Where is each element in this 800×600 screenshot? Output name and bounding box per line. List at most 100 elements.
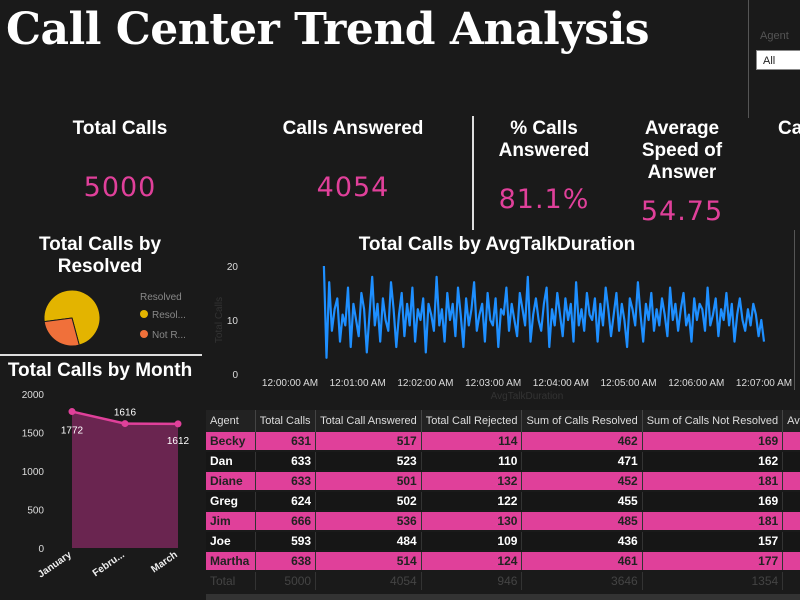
area-point-february[interactable] (121, 420, 129, 428)
kpi-avg-speed-label-line3: Answer (647, 162, 717, 183)
col-header-sum-calls-resolved[interactable]: Sum of Calls Resolved (521, 410, 643, 432)
pie-legend-dot-not-resolved (140, 330, 148, 338)
cell-not-resolved: 157 (642, 531, 784, 552)
cell-agent: Joe (206, 531, 256, 552)
cell-total: 633 (255, 451, 317, 472)
kpi-calls-answered-value: 4054 (316, 172, 390, 203)
area-ytick-label: 500 (27, 506, 44, 517)
cell-not-resolved: 169 (642, 432, 784, 452)
area-data-label: 1612 (167, 436, 190, 447)
table-row[interactable]: Jim 666 536 130 485 181 (206, 511, 800, 532)
kpi-cut-label: Ca (778, 118, 800, 139)
line-ytick-label: 0 (232, 370, 238, 381)
cell-answered: 502 (315, 491, 422, 512)
line-xtick-label: 12:03:00 AM (465, 378, 521, 389)
cell-total-label: Total (206, 571, 256, 592)
cell-rejected: 114 (421, 432, 523, 452)
table-row[interactable]: Joe 593 484 109 436 157 (206, 531, 800, 552)
cell-agent: Becky (206, 432, 256, 452)
area-point-january[interactable] (68, 408, 76, 416)
pie-chart: Resolved Resol... Not R... (43, 289, 186, 347)
cell-not-resolved: 181 (642, 511, 784, 532)
cell-total: 638 (255, 551, 317, 572)
cell-total-total: 5000 (255, 571, 317, 592)
cell-total: 633 (255, 471, 317, 492)
line-ytick-label: 20 (227, 262, 239, 273)
cell-total: 624 (255, 491, 317, 512)
table-total-row: Total 5000 4054 946 3646 1354 (206, 571, 800, 592)
col-header-average[interactable]: Av (782, 410, 800, 432)
col-header-total-call-answered[interactable]: Total Call Answered (315, 410, 422, 432)
area-ytick-label: 1000 (22, 467, 45, 478)
table-header-row: Agent Total Calls Total Call Answered To… (206, 410, 800, 432)
kpi-total-calls-value: 5000 (83, 172, 157, 203)
table-row[interactable]: Becky 631 517 114 462 169 (206, 432, 800, 452)
area-ytick-label: 0 (38, 544, 44, 555)
pie-legend-title: Resolved (140, 292, 182, 303)
kpi-divider (472, 116, 474, 230)
table-scrollbar[interactable] (206, 594, 800, 600)
col-header-total-call-rejected[interactable]: Total Call Rejected (421, 410, 523, 432)
cell-extra (782, 432, 800, 452)
line-series-total-calls[interactable] (322, 265, 766, 359)
pie-chart-title-line1: Total Calls by (38, 234, 162, 255)
kpi-avg-speed-label: Average Speed of Answer (622, 118, 742, 184)
kpi-avg-speed-label-line2: Speed of (641, 140, 723, 161)
kpi-avg-speed-value: 54.75 (640, 196, 724, 227)
right-divider (794, 230, 795, 390)
line-xtick-label: 12:01:00 AM (330, 378, 386, 389)
pie-legend-dot-resolved (140, 310, 148, 318)
area-point-march[interactable] (174, 420, 182, 428)
area-ytick-label: 2000 (22, 390, 45, 401)
cell-rejected: 132 (421, 471, 523, 492)
kpi-total-calls-label: Total Calls (72, 118, 168, 139)
cell-total: 666 (255, 511, 317, 532)
col-header-sum-calls-not-resolved[interactable]: Sum of Calls Not Resolved (642, 410, 784, 432)
area-data-label: 1616 (114, 408, 137, 419)
cell-rejected: 122 (421, 491, 523, 512)
cell-rejected: 110 (421, 451, 523, 472)
cell-answered: 523 (315, 451, 422, 472)
cell-not-resolved: 181 (642, 471, 784, 492)
cell-rejected: 130 (421, 511, 523, 532)
cell-rejected: 109 (421, 531, 523, 552)
cell-not-resolved: 177 (642, 551, 784, 572)
cell-agent: Dan (206, 451, 256, 472)
kpi-avg-speed-label-line1: Average (644, 118, 720, 139)
area-xtick-label: Febru... (91, 549, 127, 579)
pie-legend-resolved: Resol... (152, 310, 186, 321)
kpi-pct-answered-value: 81.1% (498, 184, 590, 215)
cell-answered: 501 (315, 471, 422, 492)
col-header-agent[interactable]: Agent (206, 410, 256, 432)
cell-resolved: 471 (521, 451, 643, 472)
line-chart: 20 10 0 Total Calls 12:00:00 AM 12:01:00 AM 12… (214, 262, 792, 402)
line-ylabel: Total Calls (214, 297, 225, 343)
cell-not-resolved: 162 (642, 451, 784, 472)
cell-resolved: 452 (521, 471, 643, 492)
cell-extra (782, 571, 800, 592)
line-xtick-label: 12:00:00 AM (262, 378, 318, 389)
cell-total: 631 (255, 432, 317, 452)
cell-answered: 536 (315, 511, 422, 532)
agent-filter-select[interactable]: All (756, 50, 800, 70)
cell-agent: Greg (206, 491, 256, 512)
table-row[interactable]: Dan 633 523 110 471 162 (206, 451, 800, 472)
table-row[interactable]: Diane 633 501 132 452 181 (206, 471, 800, 492)
table-row[interactable]: Martha 638 514 124 461 177 (206, 551, 800, 572)
cell-extra (782, 491, 800, 512)
cell-not-resolved: 169 (642, 491, 784, 512)
cell-rejected: 124 (421, 551, 523, 572)
table-row[interactable]: Greg 624 502 122 455 169 (206, 491, 800, 512)
cell-total-resolved: 3646 (521, 571, 643, 592)
area-chart-title: Total Calls by Month (7, 360, 193, 381)
pie-chart-title-line2: Resolved (57, 256, 143, 277)
cell-answered: 484 (315, 531, 422, 552)
line-xtick-label: 12:02:00 AM (397, 378, 453, 389)
pie-slice-not-resolved[interactable] (43, 317, 80, 347)
area-ytick-label: 1500 (22, 429, 45, 440)
agent-table-container: Agent Total Calls Total Call Answered To… (206, 410, 800, 600)
col-header-total-calls[interactable]: Total Calls (255, 410, 317, 432)
cell-agent: Jim (206, 511, 256, 532)
cell-extra (782, 551, 800, 572)
